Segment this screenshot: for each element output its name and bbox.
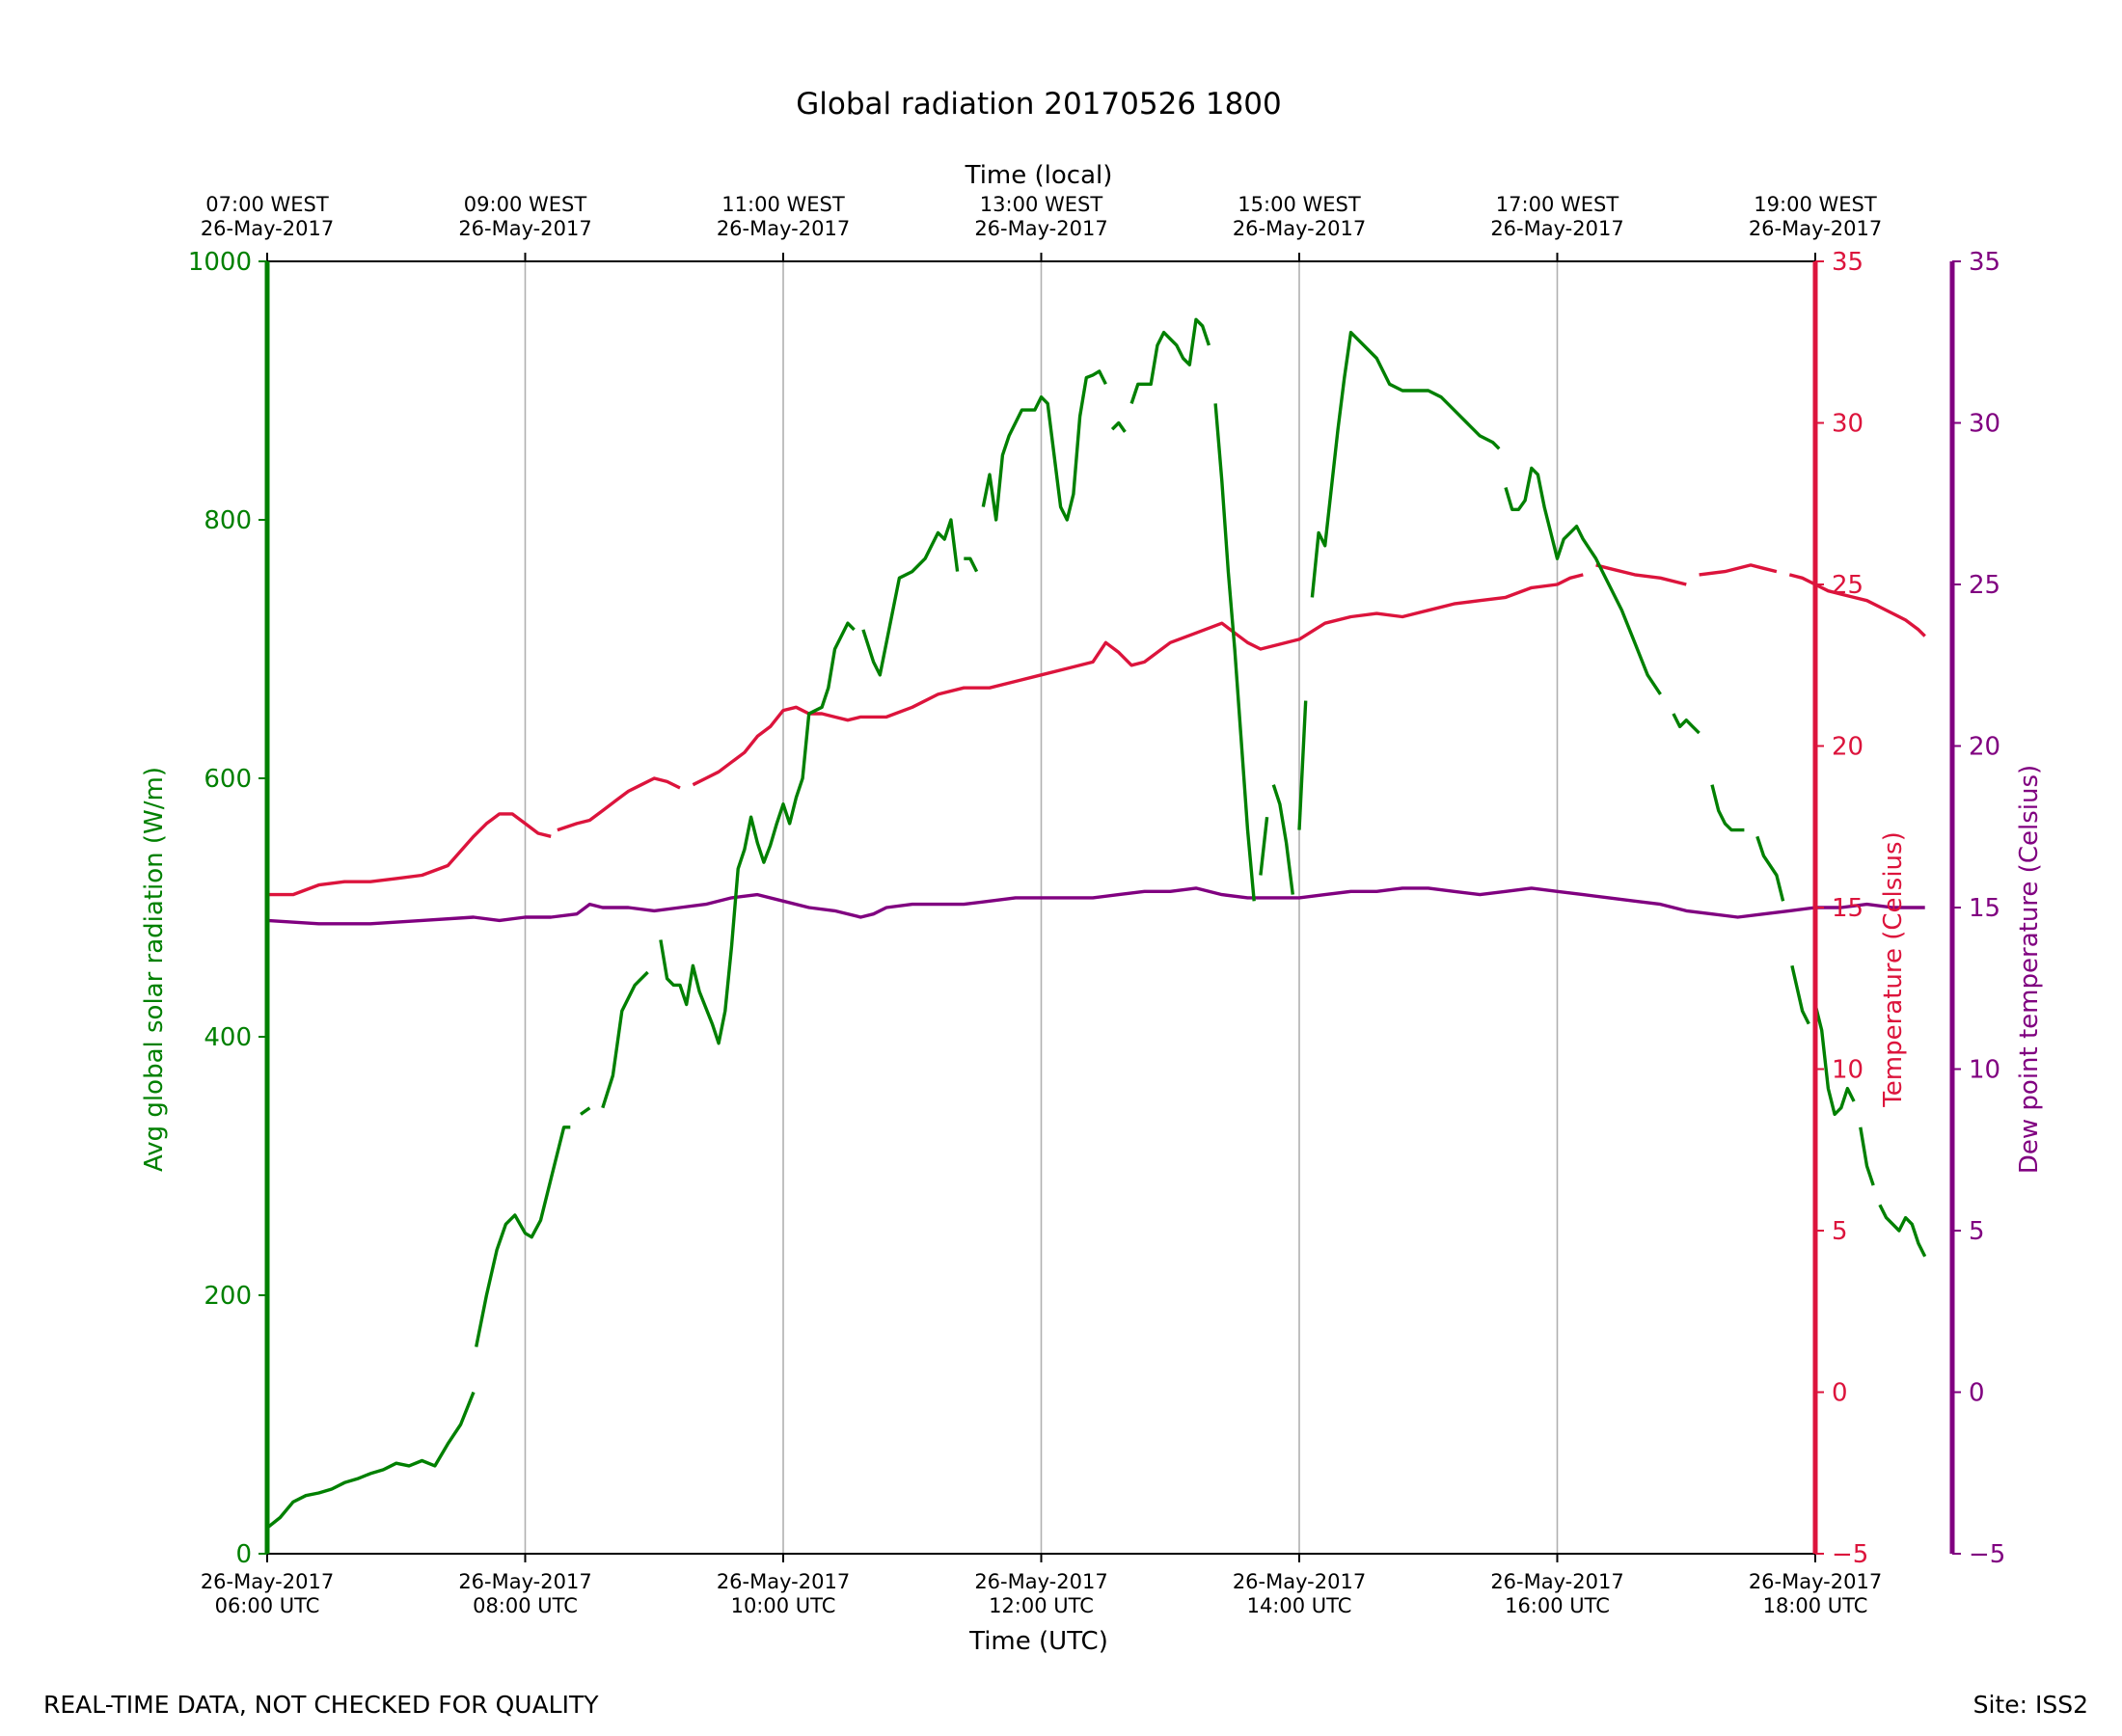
radiation-line-segment <box>861 518 960 677</box>
radiation-line-segment <box>964 556 979 573</box>
y-axis-title-left: Avg global solar radiation (W/m) <box>140 767 169 1172</box>
top-tick-label: 26-May-2017 <box>1490 217 1623 240</box>
radiation-line-segment <box>1878 1204 1927 1258</box>
chart-title: Global radiation 20170526 1800 <box>796 87 1282 122</box>
radiation-line-segment <box>1859 1126 1875 1186</box>
temperature-tick-label: 20 <box>1832 733 1864 762</box>
radiation-line-segment <box>601 970 649 1109</box>
x-axis-title-bottom: Time (UTC) <box>968 1627 1108 1656</box>
temperature-tick-label: 30 <box>1832 410 1864 439</box>
radiation-line-segment <box>1790 964 1810 1025</box>
radiation-line-segment <box>1259 817 1269 876</box>
radiation-line-segment <box>1710 784 1745 832</box>
dewpoint-tick-label: 30 <box>1969 410 2000 439</box>
temperature-line-segment <box>557 776 681 832</box>
dewpoint-tick-label: −5 <box>1969 1540 2005 1569</box>
grid-lines <box>524 261 1559 1554</box>
bottom-tick-label: 26-May-2017 <box>717 1570 850 1593</box>
bottom-tick-label: 26-May-2017 <box>201 1570 334 1593</box>
footer-site-label: Site: ISS2 <box>1973 1691 2088 1719</box>
radiation-line-segment <box>475 1126 571 1347</box>
series-layer <box>265 317 1927 1530</box>
dewpoint-tick-label: 25 <box>1969 571 2000 600</box>
radiation-line-segment <box>981 369 1107 522</box>
dewpoint-series <box>266 886 1925 926</box>
top-tick-label: 17:00 WEST <box>1496 193 1619 216</box>
radiation-line-segment <box>1310 331 1501 598</box>
left-tick-label: 1000 <box>188 248 252 277</box>
bottom-tick-label: 12:00 UTC <box>989 1594 1094 1617</box>
bottom-tick-label: 18:00 UTC <box>1763 1594 1868 1617</box>
bottom-tick-label: 26-May-2017 <box>974 1570 1107 1593</box>
temperature-line-segment <box>692 573 1584 787</box>
temperature-tick-label: 0 <box>1832 1379 1848 1408</box>
radiation-line-segment <box>1813 1004 1856 1117</box>
dewpoint-tick-label: 0 <box>1969 1379 1985 1408</box>
temperature-tick-label: 15 <box>1832 894 1864 923</box>
y-axis-title-temperature: Temperature (Celsius) <box>1879 831 1908 1107</box>
temperature-line-segment <box>267 812 552 897</box>
left-tick-label: 0 <box>235 1540 252 1569</box>
temperature-tick-label: 35 <box>1832 248 1864 277</box>
radiation-line-segment <box>580 1106 591 1116</box>
bottom-tick-label: 10:00 UTC <box>731 1594 836 1617</box>
x-axis-title-top: Time (local) <box>965 161 1113 190</box>
temperature-tick-label: 25 <box>1832 571 1864 600</box>
temperature-line-segment <box>1595 563 1687 586</box>
temperature-line-segment <box>1699 563 1778 577</box>
dewpoint-tick-label: 15 <box>1969 894 2000 923</box>
footer-quality-note: REAL-TIME DATA, NOT CHECKED FOR QUALITY <box>43 1691 599 1719</box>
dewpoint-line-segment <box>266 886 1925 926</box>
bottom-tick-label: 26-May-2017 <box>1749 1570 1882 1593</box>
radiation-series <box>265 317 1927 1530</box>
dewpoint-tick-label: 5 <box>1969 1217 1985 1246</box>
bottom-tick-label: 16:00 UTC <box>1505 1594 1610 1617</box>
top-tick-label: 13:00 WEST <box>980 193 1103 216</box>
top-tick-label: 15:00 WEST <box>1238 193 1361 216</box>
dewpoint-tick-label: 35 <box>1969 248 2000 277</box>
dewpoint-tick-label: 10 <box>1969 1056 2000 1085</box>
top-tick-label: 26-May-2017 <box>458 217 591 240</box>
left-tick-label: 800 <box>204 506 252 535</box>
dewpoint-tick-label: 20 <box>1969 733 2000 762</box>
axes <box>264 260 1955 1555</box>
top-tick-label: 26-May-2017 <box>1749 217 1882 240</box>
left-tick-label: 400 <box>204 1023 252 1052</box>
temperature-series <box>267 563 1926 897</box>
temperature-tick-label: 10 <box>1832 1056 1864 1085</box>
top-tick-label: 11:00 WEST <box>721 193 845 216</box>
radiation-line-segment <box>1755 835 1785 902</box>
left-tick-label: 200 <box>204 1282 252 1311</box>
radiation-line-segment <box>1271 784 1294 895</box>
temperature-tick-label: −5 <box>1832 1540 1868 1569</box>
radiation-line-segment <box>1129 317 1211 404</box>
top-tick-label: 19:00 WEST <box>1754 193 1877 216</box>
y-axis-title-dewpoint: Dew point temperature (Celsius) <box>2015 765 2044 1174</box>
bottom-tick-label: 08:00 UTC <box>473 1594 578 1617</box>
bottom-tick-label: 26-May-2017 <box>1233 1570 1366 1593</box>
top-tick-label: 26-May-2017 <box>1233 217 1366 240</box>
radiation-line-segment <box>265 1391 476 1530</box>
bottom-tick-label: 26-May-2017 <box>458 1570 591 1593</box>
top-tick-label: 09:00 WEST <box>464 193 587 216</box>
top-tick-label: 26-May-2017 <box>717 217 850 240</box>
radiation-line-segment <box>1110 420 1127 433</box>
top-tick-label: 07:00 WEST <box>205 193 329 216</box>
top-tick-label: 26-May-2017 <box>201 217 334 240</box>
radiation-line-segment <box>1672 713 1700 735</box>
top-tick-label: 26-May-2017 <box>974 217 1107 240</box>
radiation-line-segment <box>1213 403 1256 902</box>
radiation-line-segment <box>1504 466 1662 695</box>
bottom-tick-label: 14:00 UTC <box>1247 1594 1352 1617</box>
temperature-tick-label: 5 <box>1832 1217 1848 1246</box>
bottom-tick-label: 06:00 UTC <box>215 1594 320 1617</box>
radiation-line-segment <box>659 621 856 1045</box>
radiation-line-segment <box>1297 700 1308 830</box>
left-tick-label: 600 <box>204 765 252 794</box>
bottom-tick-label: 26-May-2017 <box>1490 1570 1623 1593</box>
